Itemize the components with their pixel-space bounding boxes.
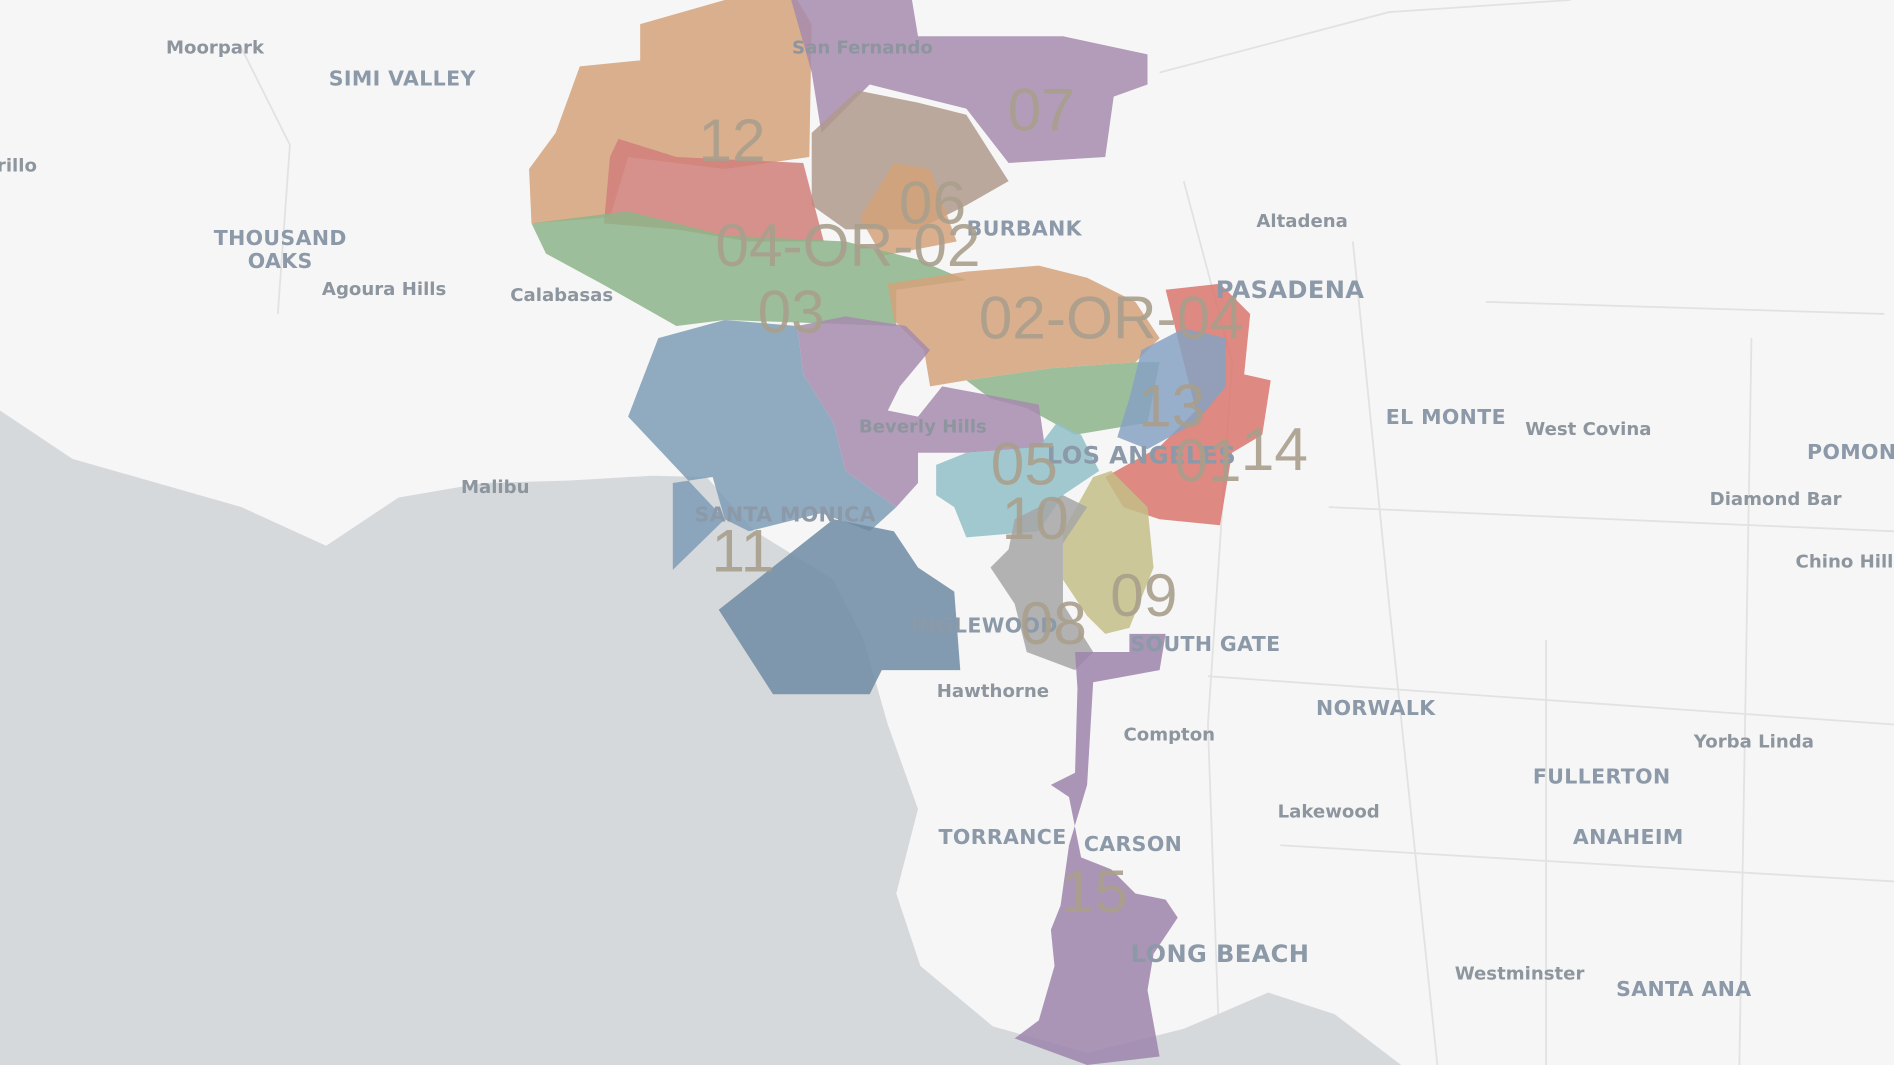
district-label: 11 <box>712 516 775 584</box>
place-label: Calabasas <box>510 285 613 306</box>
district-area <box>811 90 1009 230</box>
place-label: Compton <box>1123 724 1215 745</box>
place-label: Malibu <box>461 477 530 498</box>
place-label: OAKS <box>248 249 313 273</box>
place-label: THOUSAND <box>214 226 347 250</box>
district-area <box>797 316 1045 508</box>
place-label: POMON <box>1807 440 1894 464</box>
district-area <box>1105 283 1271 526</box>
district-label: 01 <box>1174 426 1241 494</box>
place-label: FULLERTON <box>1533 765 1671 789</box>
district-area <box>1117 328 1227 450</box>
district-area <box>529 0 812 224</box>
district-label: 03 <box>758 277 825 345</box>
district-area <box>1062 470 1154 634</box>
district-label: 12 <box>698 106 765 174</box>
district-area <box>628 319 897 570</box>
place-label: EL MONTE <box>1386 405 1506 429</box>
place-labels: Moorpark SIMI VALLEY rillo THOUSAND OAKS… <box>0 37 1894 1001</box>
district-label: 15 <box>1061 857 1128 925</box>
district-area <box>936 422 1100 538</box>
place-label: Beverly Hills <box>859 416 987 437</box>
district-label: 10 <box>1002 484 1069 552</box>
place-label: TORRANCE <box>939 825 1067 849</box>
district-label: 02-OR-04 <box>979 283 1244 351</box>
place-label: LOS ANGELES <box>1047 441 1236 469</box>
place-label: Westminster <box>1455 963 1585 984</box>
place-label: SIMI VALLEY <box>329 67 477 91</box>
place-label: SOUTH GATE <box>1131 632 1281 656</box>
place-label: Agoura Hills <box>322 279 446 300</box>
place-label: SANTA ANA <box>1616 977 1751 1001</box>
place-label: rillo <box>0 156 37 177</box>
place-label: ANAHEIM <box>1573 825 1684 849</box>
district-area <box>603 138 824 242</box>
district-area <box>718 519 961 695</box>
district-area <box>887 265 1160 387</box>
place-label: Yorba Linda <box>1693 732 1814 753</box>
place-label: Diamond Bar <box>1710 489 1842 510</box>
place-label: SANTA MONICA <box>695 503 876 527</box>
place-label: Moorpark <box>166 37 265 58</box>
district-area <box>791 0 1148 164</box>
district-label: 06 <box>899 169 966 237</box>
district-label: 04-OR-02 <box>715 211 980 279</box>
district-label: 14 <box>1241 415 1308 483</box>
place-label: Chino Hill <box>1796 552 1894 573</box>
districts <box>529 0 1271 1065</box>
ocean <box>0 410 1402 1065</box>
place-label: Altadena <box>1256 211 1347 232</box>
place-label: Lakewood <box>1278 802 1380 823</box>
place-label: CARSON <box>1084 832 1182 856</box>
district-label: 13 <box>1138 372 1205 440</box>
place-label: LONG BEACH <box>1131 940 1310 968</box>
place-label: BURBANK <box>967 216 1083 240</box>
district-label: 09 <box>1110 561 1177 629</box>
district-label: 05 <box>991 429 1058 497</box>
roads <box>240 0 1894 1065</box>
district-area <box>1014 633 1178 1065</box>
place-label: NORWALK <box>1316 696 1436 720</box>
place-label: INGLEWOOD <box>911 614 1058 638</box>
district-area <box>531 211 967 327</box>
district-area <box>990 495 1094 671</box>
district-area <box>860 163 957 256</box>
district-label: 07 <box>1008 76 1075 144</box>
place-label: PASADENA <box>1216 276 1365 304</box>
place-label: San Fernando <box>792 37 933 58</box>
place-label: Hawthorne <box>937 681 1049 702</box>
district-area <box>966 362 1160 435</box>
district-label: 08 <box>1020 589 1087 657</box>
place-label: West Covina <box>1525 419 1651 440</box>
